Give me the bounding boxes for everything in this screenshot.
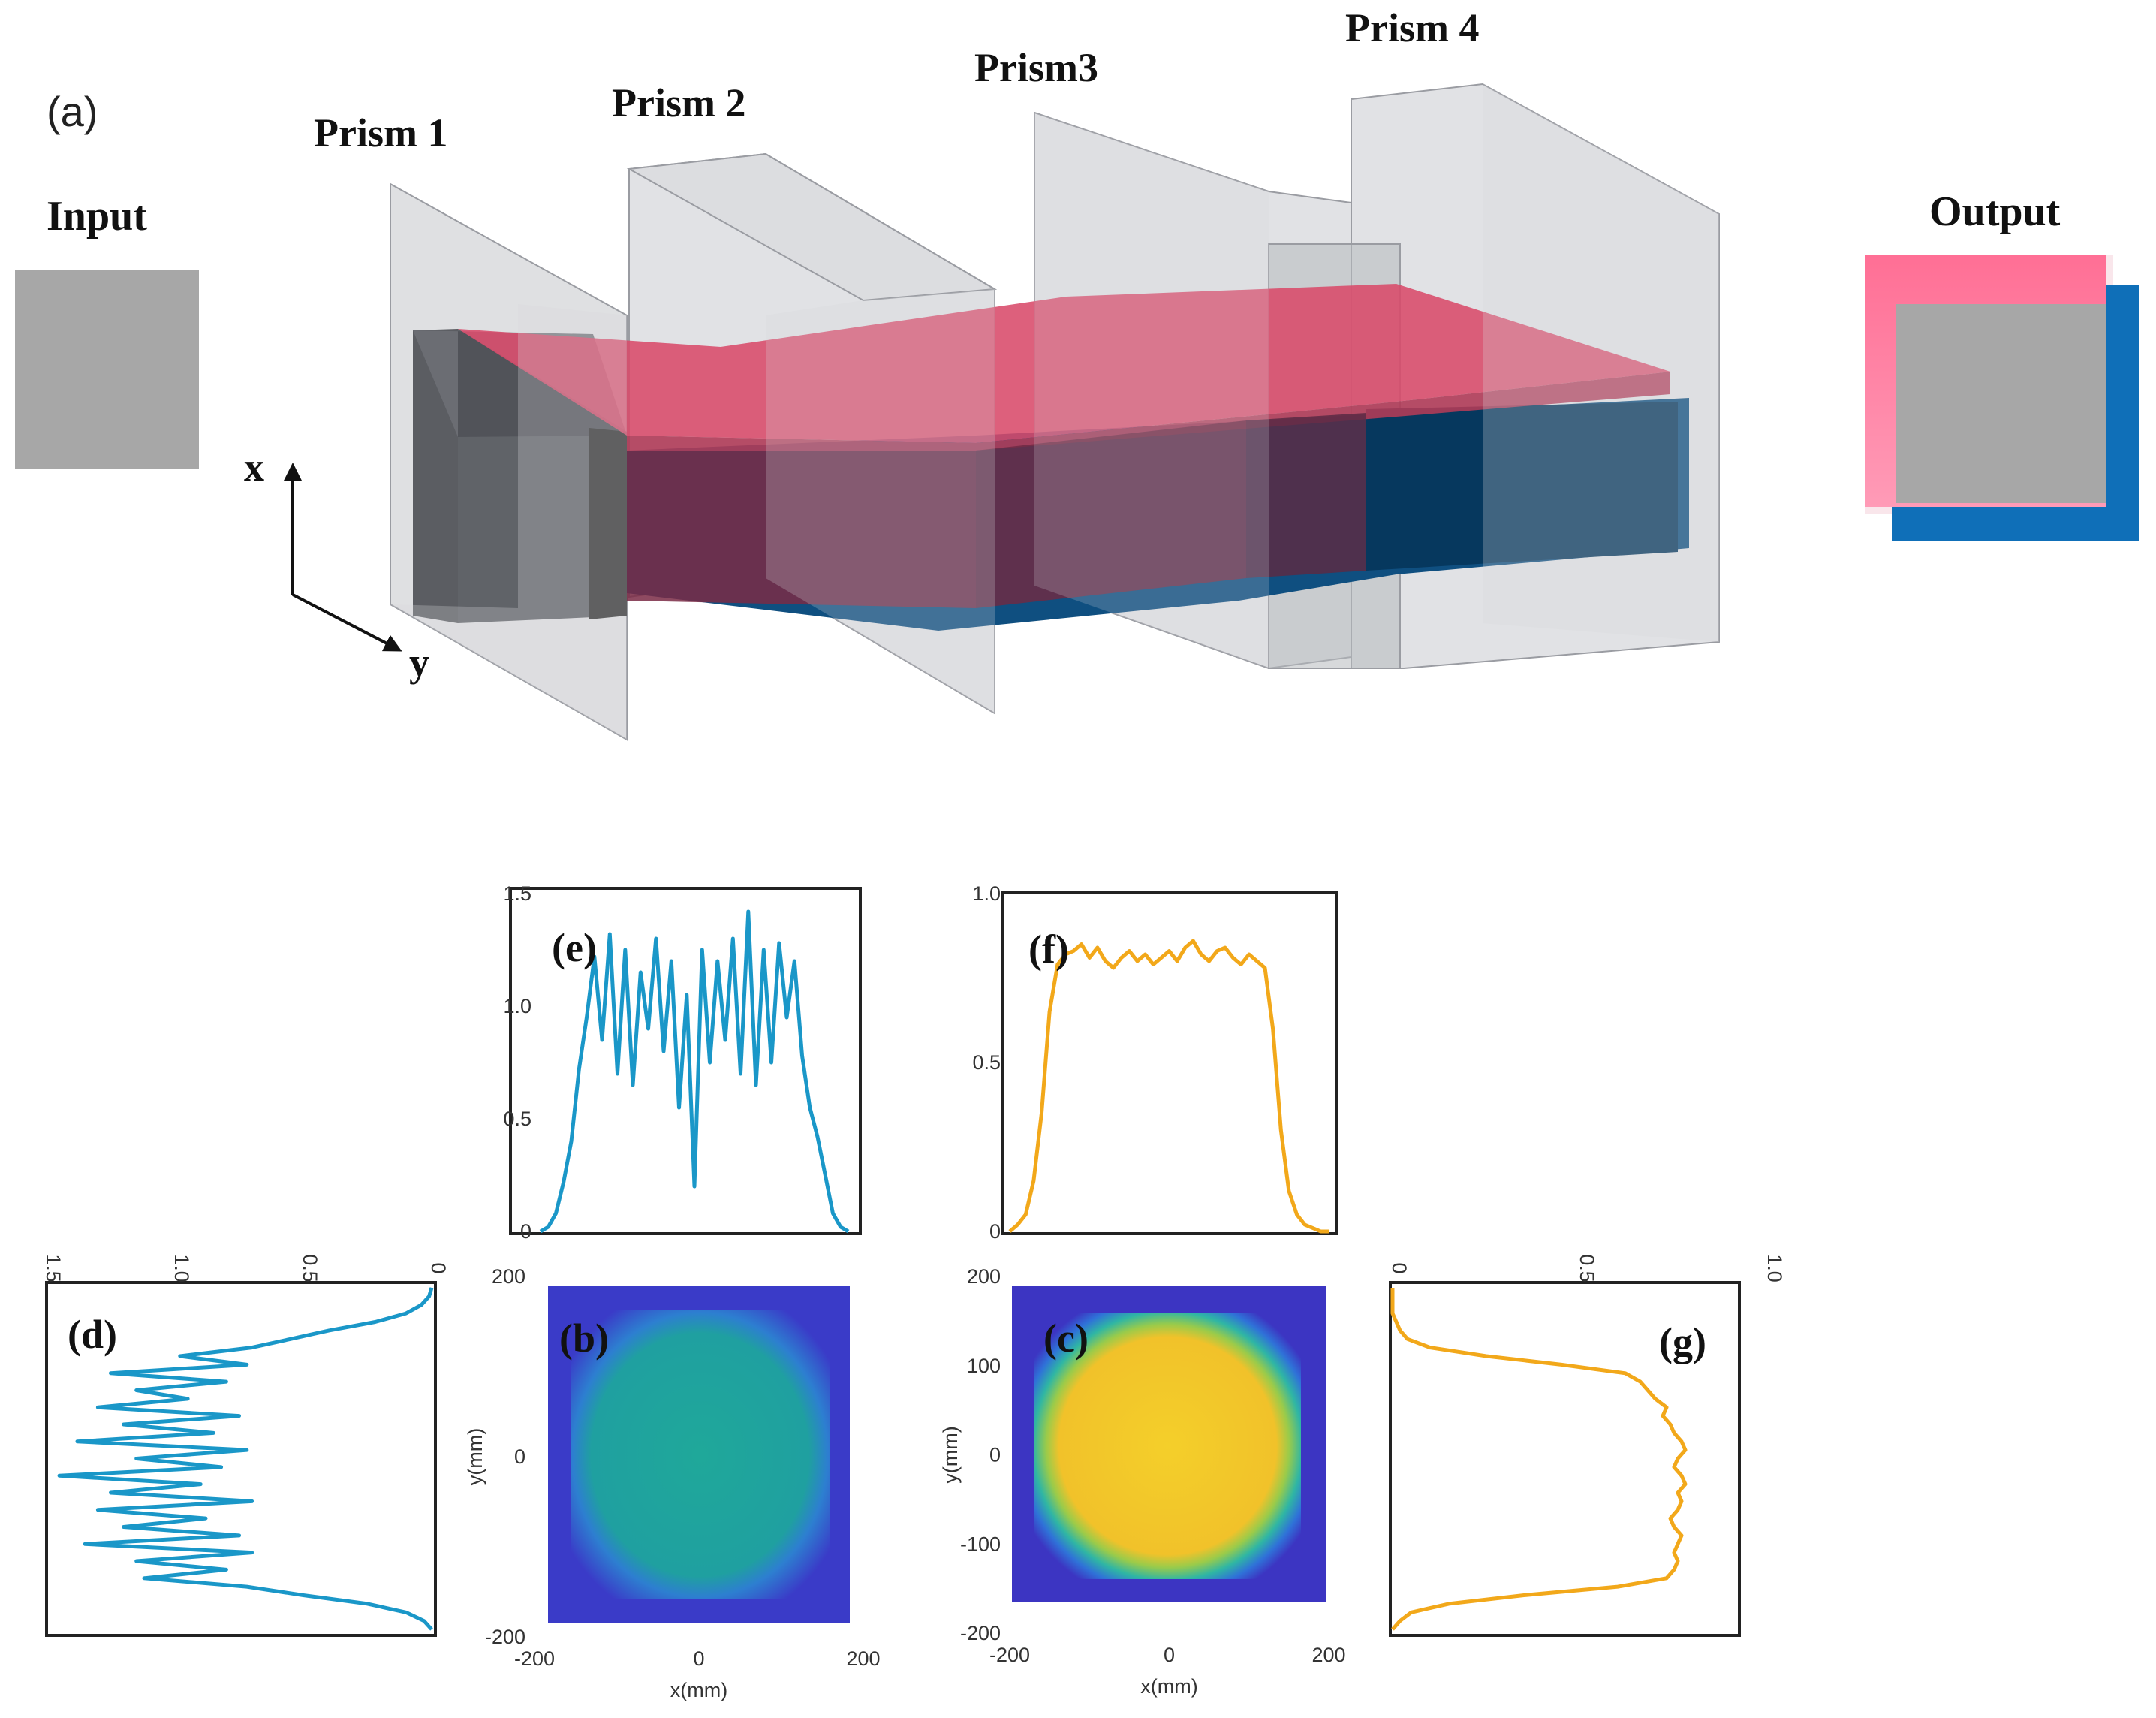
y-axis-label: y(mm)	[464, 1428, 486, 1485]
xtick-label: 1.0	[170, 1254, 193, 1282]
ytick-label: 200	[492, 1265, 525, 1288]
prism-4-label: Prism 4	[1345, 5, 1479, 50]
panel-f-tag: (f)	[1028, 927, 1069, 972]
ytick-label: 1.5	[503, 882, 531, 905]
input-beam-square	[15, 270, 199, 469]
panel-g-profile-line	[1390, 1288, 1688, 1631]
beam-entry-face	[589, 428, 627, 619]
x-axis-label: x(mm)	[1140, 1675, 1197, 1698]
xtick-label: -200	[514, 1647, 555, 1670]
panel-g-xticks: 0 0.5 1.0	[1388, 1254, 1786, 1282]
xtick-label: 200	[1311, 1644, 1345, 1666]
panel-d-profile-line	[57, 1287, 434, 1631]
xtick-label: 200	[846, 1647, 880, 1670]
xtick-label: 0.5	[299, 1254, 321, 1282]
ytick-label: 100	[967, 1355, 1001, 1377]
prism-3-front-glass	[1034, 113, 1269, 668]
panel-d-tag: (d)	[68, 1312, 117, 1357]
prism-1-front-glass	[390, 304, 627, 740]
beam-red-front-2	[976, 420, 1246, 608]
panel-a: (a) Input Prism 1 Prism 2	[15, 5, 2139, 741]
panel-d-xticks: 1.5 1.0 0.5 0	[42, 1254, 450, 1282]
prism-3-label: Prism3	[974, 45, 1098, 90]
panel-c-ticks: -200 0 200 200 100 0 -100 -200 x(mm) y(mm)	[939, 1265, 1346, 1698]
xtick-label: 0	[427, 1262, 450, 1273]
ytick-label: 0.5	[972, 1051, 1001, 1074]
ytick-label: 200	[967, 1265, 1001, 1288]
xtick-label: 0	[1388, 1262, 1411, 1273]
panel-c-tag: (c)	[1043, 1316, 1089, 1361]
beam-red-front-3	[1246, 413, 1366, 578]
panel-f-frame	[1001, 891, 1338, 1235]
panel-d: 1.5 1.0 0.5 0 (d)	[42, 1254, 450, 1637]
output-label: Output	[1929, 188, 2061, 235]
panel-b-tag: (b)	[559, 1316, 609, 1361]
panel-c: -200 0 200 200 100 0 -100 -200 x(mm) y(mm) (c)	[939, 1265, 1346, 1698]
ytick-label: 0	[989, 1444, 1001, 1466]
ytick-label: -200	[960, 1622, 1001, 1644]
beam-red-front-1	[627, 451, 976, 608]
panel-e-tag: (e)	[552, 925, 597, 970]
ytick-label: 1.0	[972, 882, 1001, 905]
panel-g-tag: (g)	[1659, 1319, 1706, 1364]
xtick-label: 0	[1164, 1644, 1175, 1666]
panel-f-yticks: 0 0.5 1.0	[972, 882, 1001, 1243]
ytick-label: 0	[989, 1220, 1001, 1243]
x-axis-label: x(mm)	[670, 1679, 727, 1701]
panel-f-profile-line	[1008, 939, 1329, 1234]
panel-e-profile-line	[539, 909, 850, 1234]
ytick-label: -100	[960, 1533, 1001, 1555]
xtick-label: 0.5	[1576, 1254, 1598, 1282]
ytick-label: 1.0	[503, 995, 531, 1017]
panel-g: 0 0.5 1.0 (g)	[1388, 1254, 1786, 1637]
panel-c-beam-spot	[1034, 1313, 1301, 1579]
input-label: Input	[47, 193, 147, 240]
xtick-label: -200	[989, 1644, 1030, 1666]
xtick-label: 1.0	[1763, 1254, 1786, 1282]
prism-2-label: Prism 2	[612, 80, 745, 125]
panel-f: 0 0.5 1.0 (f)	[972, 882, 1338, 1243]
axis-x-label: x	[244, 445, 264, 490]
panel-e-yticks: 0 0.5 1.0 1.5	[503, 882, 531, 1243]
prism-1-label: Prism 1	[314, 110, 447, 155]
xtick-label: 0	[693, 1647, 704, 1670]
beam-blue-exit	[1366, 402, 1678, 571]
y-axis-label: y(mm)	[939, 1426, 962, 1483]
prism-2-front-glass	[766, 289, 995, 713]
panel-d-frame	[45, 1281, 437, 1637]
panel-a-tag: (a)	[47, 88, 98, 135]
beam-entry-front	[458, 329, 627, 623]
ytick-label: 0	[514, 1445, 525, 1468]
prism-2-top	[626, 152, 998, 302]
axis-y-arrow	[292, 593, 402, 652]
beam-red-top	[458, 284, 1670, 443]
ytick-label: 0.5	[503, 1108, 531, 1130]
panel-b-ticks: -200 0 200 200 0 -200 x(mm) y(mm)	[464, 1265, 881, 1701]
panel-b: -200 0 200 200 0 -200 x(mm) y(mm) (b)	[464, 1265, 881, 1701]
panel-e: 0 0.5 1.0 1.5 (e)	[503, 882, 862, 1243]
prism-4-side-glass	[1483, 84, 1719, 642]
axis-y-label: y	[409, 640, 429, 685]
xtick-label: 1.5	[42, 1254, 65, 1282]
ytick-label: 0	[520, 1220, 531, 1243]
panel-b-beam-spot	[571, 1310, 830, 1599]
ytick-label: -200	[485, 1626, 525, 1648]
panel-g-frame	[1389, 1281, 1741, 1637]
output-overlap-square	[1896, 304, 2106, 503]
